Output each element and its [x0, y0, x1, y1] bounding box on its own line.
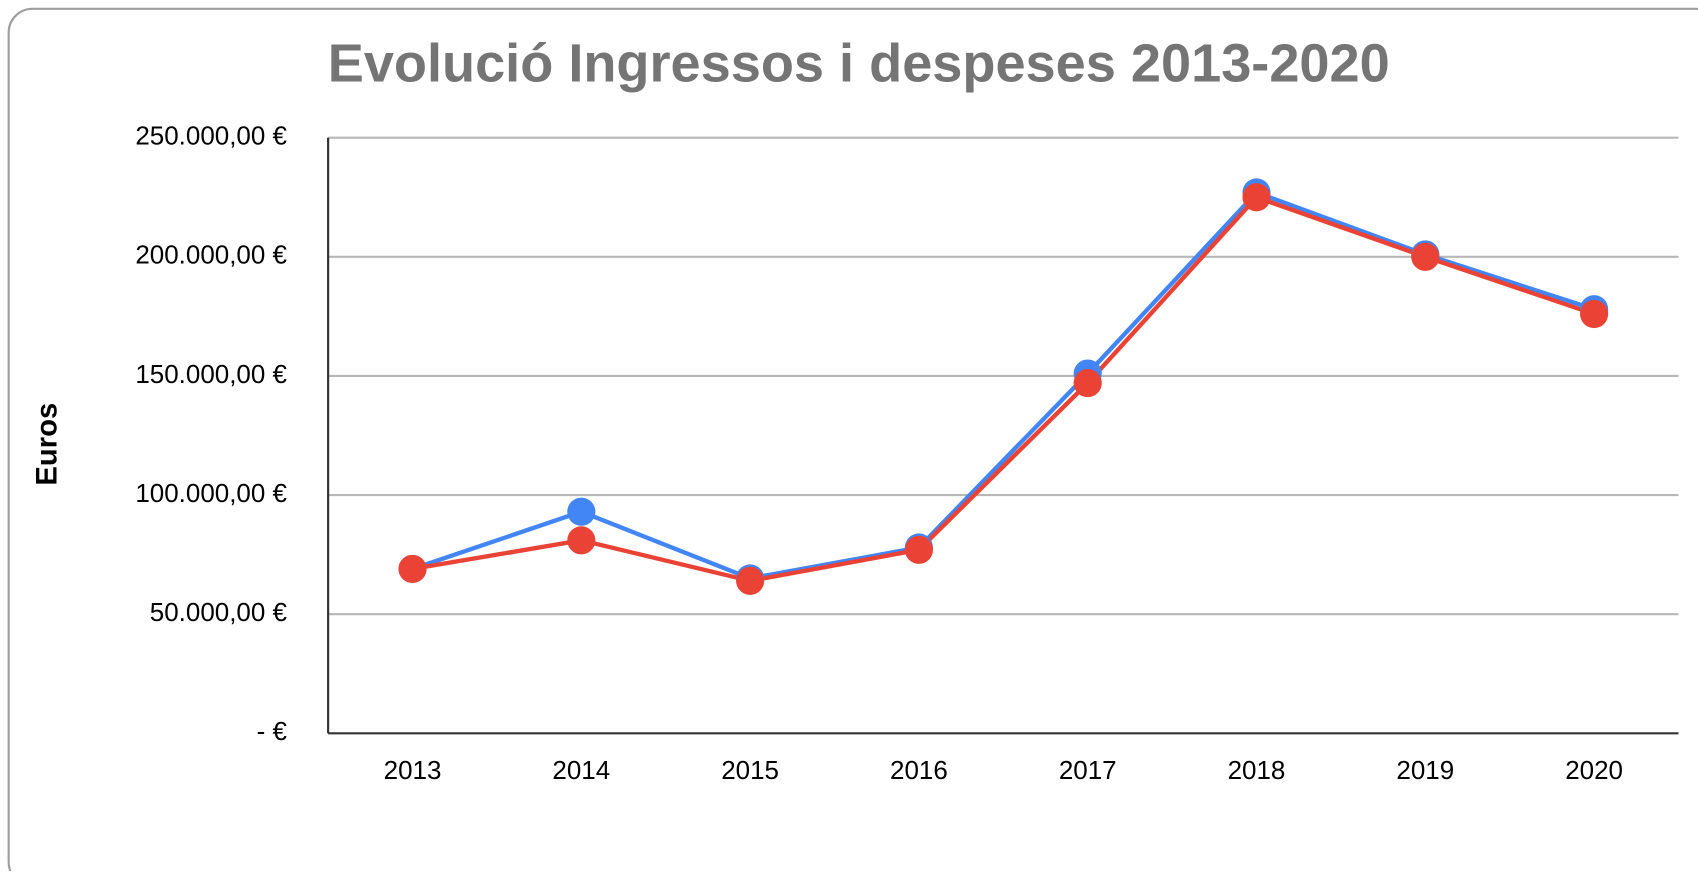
y-tick-label: 200.000,00 €	[135, 240, 287, 270]
x-tick-label: 2016	[890, 755, 948, 785]
chart-frame	[7, 7, 1698, 876]
x-tick-label: 2019	[1396, 755, 1454, 785]
x-tick-label: 2015	[721, 755, 779, 785]
x-tick-label: 2018	[1228, 755, 1286, 785]
data-point	[1580, 299, 1609, 329]
series-line	[411, 189, 1595, 581]
data-point	[736, 566, 765, 595]
y-tick-label: 150.000,00 €	[135, 359, 287, 389]
x-tick-label: 2017	[1059, 755, 1117, 785]
y-tick-label: 100.000,00 €	[135, 478, 287, 508]
x-tick-label: 2014	[552, 755, 610, 785]
data-point	[567, 497, 596, 526]
x-tick-label: 2013	[384, 755, 442, 785]
data-point	[1073, 369, 1102, 398]
data-point	[904, 535, 933, 564]
data-point	[567, 526, 596, 555]
y-tick-label: - €	[257, 716, 288, 746]
data-point	[1411, 242, 1440, 271]
series-line	[412, 194, 1595, 584]
y-axis-label: Euros	[31, 403, 63, 486]
x-tick-label: 2020	[1565, 755, 1623, 785]
y-tick-label: 50.000,00 €	[150, 597, 288, 627]
chart-title: Evolució Ingressos i despeses 2013-2020	[328, 34, 1390, 94]
data-point	[1242, 183, 1271, 212]
y-tick-label: 250.000,00 €	[135, 121, 287, 151]
data-point	[398, 554, 427, 583]
